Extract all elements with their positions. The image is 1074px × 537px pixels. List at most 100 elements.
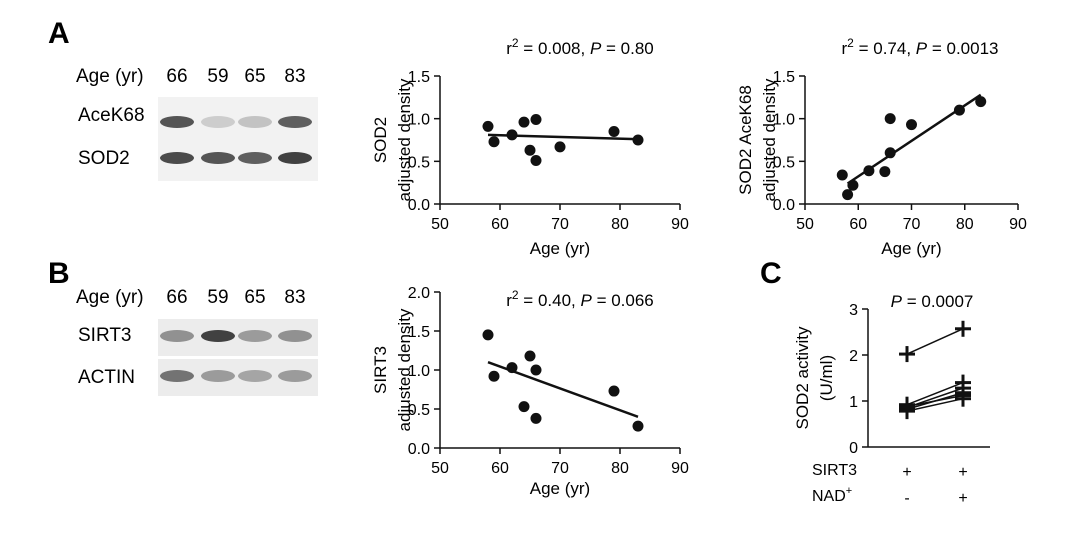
blot-b-age-4: 83 [284, 287, 305, 308]
sod2-activity-marker-6-1 [899, 398, 915, 415]
sod2-activity-condition-label-2: NAD+ [812, 485, 852, 505]
sod2-activity-pair-line-6 [906, 394, 964, 408]
sirt3-vs-age-point-1 [482, 329, 494, 341]
sirt3-vs-age-point-8 [608, 385, 620, 397]
sirt3-vs-age-stat-label: r2 = 0.40, P = 0.066 [506, 288, 654, 310]
sod2-activity-ytick-label: 0 [849, 440, 858, 457]
sirt3-vs-age-y-label-line-2: adjusted density [395, 308, 414, 431]
blot-b-age-label: Age (yr) [76, 287, 144, 308]
sod2-vs-age-point-5 [524, 144, 536, 156]
sod2-acek68-vs-age-point-7 [884, 113, 896, 125]
sod2-acek68-vs-age-ytick-label: 1.0 [773, 112, 795, 129]
blot-a-band-2-2 [201, 152, 235, 164]
sod2-acek68-vs-age-xtick-label: 70 [903, 216, 921, 233]
blot-b-band-1-1 [160, 330, 194, 342]
blot-a-age-2: 59 [207, 66, 228, 87]
blot-b-age-3: 65 [244, 287, 265, 308]
sod2-activity-y-label-line-2: (U/ml) [817, 355, 836, 401]
blot-a-band-1-2 [201, 116, 235, 128]
sod2-vs-age-xtick-label: 50 [431, 216, 449, 233]
blot-a-membrane [158, 97, 318, 181]
sirt3-vs-age-ytick-label: 0.0 [408, 441, 430, 458]
sod2-acek68-vs-age-ytick-label: 0.5 [773, 154, 795, 171]
blot-a-age-1: 66 [166, 66, 187, 87]
chart-sod2-activity: 0 1 2 3 SOD2 activity (U/ml) P = 0.0007 SIRT3 + +… [793, 292, 990, 507]
sod2-vs-age-ytick-label: 1.0 [408, 112, 430, 129]
sod2-activity-condition-value-1-2: + [958, 464, 967, 481]
blot-b-band-1-2 [201, 330, 235, 342]
sod2-acek68-vs-age-point-3 [847, 179, 859, 191]
sod2-acek68-vs-age-ytick-label: 0.0 [773, 197, 795, 214]
blot-b-age-1: 66 [166, 287, 187, 308]
blot-b-band-2-4 [278, 370, 312, 382]
blot-a-row-2-label: SOD2 [78, 148, 130, 169]
sod2-vs-age-ytick-label: 0.0 [408, 197, 430, 214]
sod2-acek68-vs-age-x-label: Age (yr) [881, 239, 941, 258]
sirt3-vs-age-point-3 [506, 362, 518, 374]
sod2-activity-condition-value-2-1: - [904, 490, 909, 507]
sod2-activity-condition-value-1-1: + [902, 464, 911, 481]
blot-a-ages: 66 59 65 83 [166, 66, 305, 87]
sod2-vs-age-point-2 [488, 136, 500, 148]
sod2-acek68-vs-age-xtick-label: 50 [796, 216, 814, 233]
blot-b-band-2-2 [201, 370, 235, 382]
sod2-acek68-vs-age-point-6 [884, 147, 896, 159]
blot-b-band-1-4 [278, 330, 312, 342]
sod2-vs-age-y-label-line-1: SOD2 [371, 117, 390, 163]
sod2-activity-y-label-line-1: SOD2 activity [793, 326, 812, 429]
sod2-activity-pair-line-5 [906, 397, 964, 412]
sirt3-vs-age-xtick-label: 70 [551, 460, 569, 477]
sod2-vs-age-x-label: Age (yr) [530, 239, 590, 258]
sod2-vs-age-xtick-label: 90 [671, 216, 689, 233]
panel-letter-b: B [48, 257, 70, 290]
sirt3-vs-age-ytick-label: 0.5 [408, 402, 430, 419]
blot-b-band-2-1 [160, 370, 194, 382]
sod2-vs-age-point-6 [530, 114, 542, 126]
sod2-acek68-vs-age-y-label-line-2: adjusted density [760, 78, 779, 201]
sod2-acek68-vs-age-xtick-label: 80 [956, 216, 974, 233]
blot-a-age-3: 65 [244, 66, 265, 87]
sirt3-vs-age-ytick-label: 2.0 [408, 285, 430, 302]
sod2-vs-age-stat-label: r2 = 0.008, P = 0.80 [506, 36, 654, 58]
sod2-acek68-vs-age-point-8 [906, 119, 917, 131]
sod2-vs-age-point-8 [554, 141, 566, 153]
sod2-activity-marker-1-2 [955, 320, 971, 337]
blot-b-band-2-3 [238, 370, 272, 382]
sirt3-vs-age-point-7 [530, 412, 542, 424]
sod2-acek68-vs-age-point-5 [879, 166, 891, 178]
sod2-vs-age-point-9 [608, 125, 620, 137]
panel-letter-c: C [760, 257, 782, 290]
sod2-acek68-vs-age-ytick-label: 1.5 [773, 69, 795, 86]
sod2-activity-marker-6-2 [955, 387, 971, 404]
sirt3-vs-age-point-9 [632, 420, 644, 432]
sod2-vs-age-point-3 [506, 129, 518, 141]
sirt3-vs-age-xtick-label: 90 [671, 460, 689, 477]
sirt3-vs-age-y-label-line-1: SIRT3 [371, 346, 390, 394]
blot-a-age-label: Age (yr) [76, 66, 144, 87]
chart-sod2-vs-age: 0.0 0.5 1.0 1.5 50 60 70 80 90 Age (yr) SOD2 adjust… [371, 36, 689, 258]
sod2-acek68-vs-age-point-1 [836, 169, 848, 181]
chart-sod2-acek68-vs-age: 0.0 0.5 1.0 1.5 50 60 70 80 90 Age (yr) SOD2 AceK6… [736, 36, 1027, 258]
sod2-activity-ytick-label: 1 [849, 394, 858, 411]
sod2-acek68-vs-age-xtick-label: 90 [1009, 216, 1027, 233]
blot-a-band-1-3 [238, 116, 272, 128]
blot-a-band-1-1 [160, 116, 194, 128]
blot-a-age-4: 83 [284, 66, 305, 87]
sirt3-vs-age-xtick-label: 50 [431, 460, 449, 477]
sod2-acek68-vs-age-point-10 [975, 96, 987, 108]
blot-a-band-2-4 [278, 152, 312, 164]
sirt3-vs-age-ytick-label: 1.5 [408, 324, 430, 341]
sod2-vs-age-point-1 [482, 120, 494, 132]
panel-letter-a: A [48, 17, 70, 50]
sod2-vs-age-ytick-label: 0.5 [408, 154, 430, 171]
blot-b-row-1-label: SIRT3 [78, 325, 132, 346]
blot-b-band-1-3 [238, 330, 272, 342]
sod2-acek68-vs-age-point-2 [842, 189, 854, 201]
blot-a-band-2-3 [238, 152, 272, 164]
sirt3-vs-age-point-4 [518, 401, 530, 413]
blot-b-ages: 66 59 65 83 [166, 287, 305, 308]
sod2-acek68-vs-age-stat-label: r2 = 0.74, P = 0.0013 [842, 36, 999, 58]
sod2-vs-age-point-7 [530, 154, 542, 166]
sod2-vs-age-point-10 [632, 134, 644, 146]
